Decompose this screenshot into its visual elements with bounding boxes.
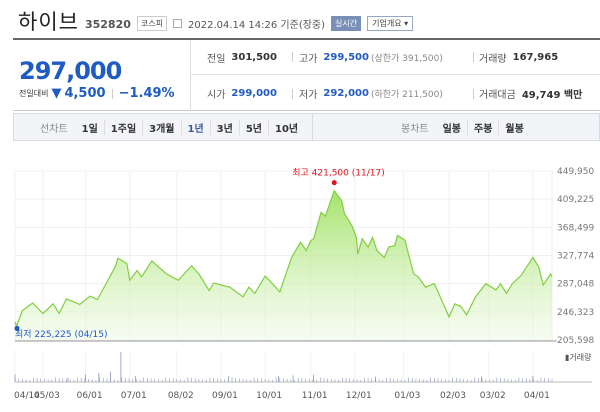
price-chart: 449,950 409,225 368,499 327,774 287,048 246,3… bbox=[14, 167, 594, 401]
x-tick-label: 01/03 bbox=[394, 391, 420, 401]
x-tick-label: 12/01 bbox=[346, 391, 372, 401]
x-tick-label: 07/01 bbox=[121, 391, 147, 401]
x-tick-label: 04/14 bbox=[14, 391, 40, 401]
calendar-icon bbox=[173, 18, 182, 28]
price-line bbox=[14, 189, 553, 329]
stat-volume: 167,965 bbox=[512, 51, 559, 63]
y-tick-label: 327,774 bbox=[557, 252, 594, 262]
current-price-box: 297,000 전일대비 ▼ 4,500 −1.49% bbox=[13, 40, 191, 111]
company-info-dropdown[interactable]: 기업개요 ▾ bbox=[367, 15, 414, 31]
stat-amount: 49,749 백만 bbox=[521, 90, 583, 101]
high-marker bbox=[331, 180, 337, 186]
timestamp: 2022.04.14 14:26 기준(장중) bbox=[188, 19, 326, 31]
stat-prev-close: 301,500 bbox=[231, 51, 277, 63]
y-tick-label: 409,225 bbox=[557, 195, 594, 205]
stat-label: 거래대금 bbox=[479, 90, 516, 101]
high-label: 최고 421,500 (11/17) bbox=[292, 168, 384, 179]
market-badge: 코스피 bbox=[136, 15, 167, 31]
quote-panel: 297,000 전일대비 ▼ 4,500 −1.49% 전일 301,500 고가… bbox=[13, 38, 600, 111]
realtime-button[interactable]: 실시간 bbox=[331, 15, 362, 31]
stock-name: 하이브 bbox=[18, 10, 79, 34]
stat-low: 292,000 bbox=[323, 88, 369, 99]
chart-tabs: 선차트 1일 1주일 3개월 1년 3년 5년 10년 봉차트 일봉 주봉 월봉 bbox=[13, 113, 600, 141]
x-tick-label: 03/02 bbox=[480, 391, 506, 401]
x-tick-label: 06/01 bbox=[77, 391, 103, 401]
low-label: 최저 225,225 (04/15) bbox=[15, 329, 107, 340]
tab-1y[interactable]: 1년 bbox=[180, 119, 210, 135]
tab-1d[interactable]: 1일 bbox=[81, 123, 98, 135]
candle-chart-label: 봉차트 bbox=[401, 123, 429, 135]
tab-10y[interactable]: 10년 bbox=[268, 119, 304, 135]
stat-label: 거래량 bbox=[479, 53, 507, 65]
y-tick-label: 205,598 bbox=[557, 336, 594, 346]
down-triangle-icon: ▼ bbox=[51, 86, 62, 101]
title-row: 하이브 352820 코스피 2022.04.14 14:26 기준(장중) 실… bbox=[18, 8, 414, 34]
current-price: 297,000 bbox=[19, 57, 122, 85]
change-value: 4,500 bbox=[64, 86, 106, 101]
tab-daily[interactable]: 일봉 bbox=[442, 123, 462, 135]
tab-5y[interactable]: 5년 bbox=[238, 119, 268, 135]
stat-open: 299,000 bbox=[231, 88, 277, 99]
change-label: 전일대비 bbox=[19, 89, 49, 98]
y-tick-label: 246,323 bbox=[557, 308, 594, 318]
tab-3y[interactable]: 3년 bbox=[209, 119, 239, 135]
tab-3m[interactable]: 3개월 bbox=[142, 119, 180, 135]
lower-limit: (하한가 211,500) bbox=[370, 90, 443, 100]
y-tick-label: 449,950 bbox=[557, 167, 594, 177]
line-chart-label: 선차트 bbox=[40, 123, 68, 135]
change-percent: −1.49% bbox=[118, 86, 175, 101]
volume-legend: ▮거래량 bbox=[565, 352, 592, 362]
x-tick-label: 04/01 bbox=[524, 391, 550, 401]
change-row: 전일대비 ▼ 4,500 −1.49% bbox=[19, 86, 175, 101]
stat-label: 전일 bbox=[207, 53, 226, 65]
divider bbox=[111, 88, 113, 99]
y-tick-label: 287,048 bbox=[557, 280, 594, 290]
x-tick-label: 11/01 bbox=[302, 391, 328, 401]
low-marker bbox=[14, 325, 20, 331]
stats-row-1: 전일 301,500 고가 299,500 (상한가 391,500) 거래량 167,… bbox=[191, 40, 600, 75]
tab-monthly[interactable]: 월봉 bbox=[498, 119, 529, 135]
stat-label: 고가 bbox=[299, 53, 318, 65]
x-tick-label: 02/03 bbox=[440, 391, 466, 401]
x-tick-label: 09/01 bbox=[212, 391, 238, 401]
upper-limit: (상한가 391,500) bbox=[370, 53, 443, 64]
price-area bbox=[15, 190, 552, 340]
y-tick-label: 368,499 bbox=[557, 223, 594, 233]
stat-label: 시가 bbox=[207, 90, 226, 101]
x-tick-label: 08/02 bbox=[168, 391, 194, 401]
stats-row-2: 시가 299,000 저가 292,000 (하한가 211,500) 거래대금 49,… bbox=[191, 76, 600, 111]
stock-code: 352820 bbox=[84, 17, 131, 31]
x-tick-label: 10/01 bbox=[256, 391, 282, 401]
x-tick-label: 05/03 bbox=[34, 391, 60, 401]
tab-weekly[interactable]: 주봉 bbox=[467, 119, 498, 135]
tab-1w[interactable]: 1주일 bbox=[103, 119, 142, 135]
stat-label: 저가 bbox=[299, 90, 318, 101]
stat-high: 299,500 bbox=[323, 51, 369, 63]
